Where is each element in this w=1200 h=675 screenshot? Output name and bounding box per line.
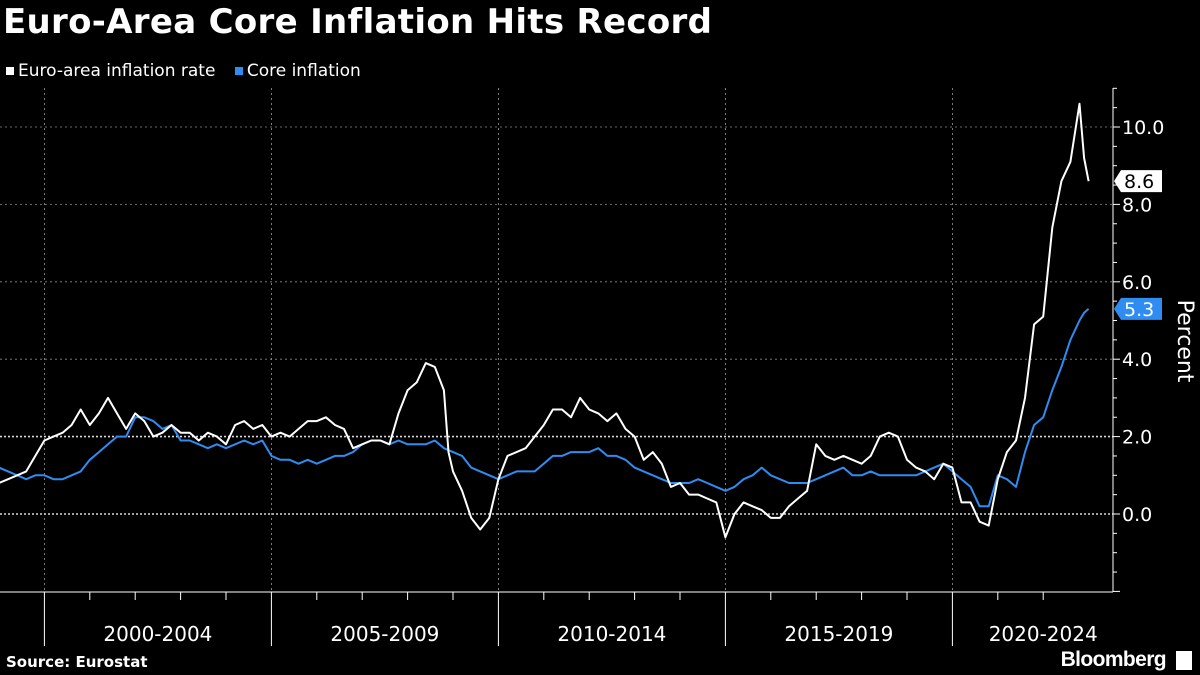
y-axis-title: Percent	[1172, 300, 1197, 383]
source-note: Source: Eurostat	[6, 653, 148, 671]
x-period-label: 2000-2004	[103, 622, 212, 646]
last-value-label-core: 5.3	[1124, 299, 1154, 321]
x-period-label: 2020-2024	[989, 622, 1098, 646]
x-period-label: 2005-2009	[330, 622, 439, 646]
x-period-label: 2015-2019	[784, 622, 893, 646]
y-tick-label: 2.0	[1122, 427, 1152, 449]
series-line-core	[0, 309, 1089, 506]
bloomberg-badge-icon	[1176, 651, 1192, 670]
y-tick-label: 0.0	[1122, 504, 1152, 526]
y-tick-label: 6.0	[1122, 272, 1152, 294]
series-line-headline	[0, 104, 1089, 537]
bloomberg-logo: Bloomberg	[1061, 648, 1166, 672]
y-tick-label: 4.0	[1122, 349, 1152, 371]
y-tick-label: 8.0	[1122, 194, 1152, 216]
y-tick-label: 10.0	[1122, 117, 1164, 139]
last-value-label-headline: 8.6	[1124, 171, 1154, 193]
line-chart: 0.0 2.0 4.0 6.0 8.0 10.0 Percent 2000-2004 2005-…	[0, 0, 1200, 675]
x-period-label: 2010-2014	[557, 622, 666, 646]
